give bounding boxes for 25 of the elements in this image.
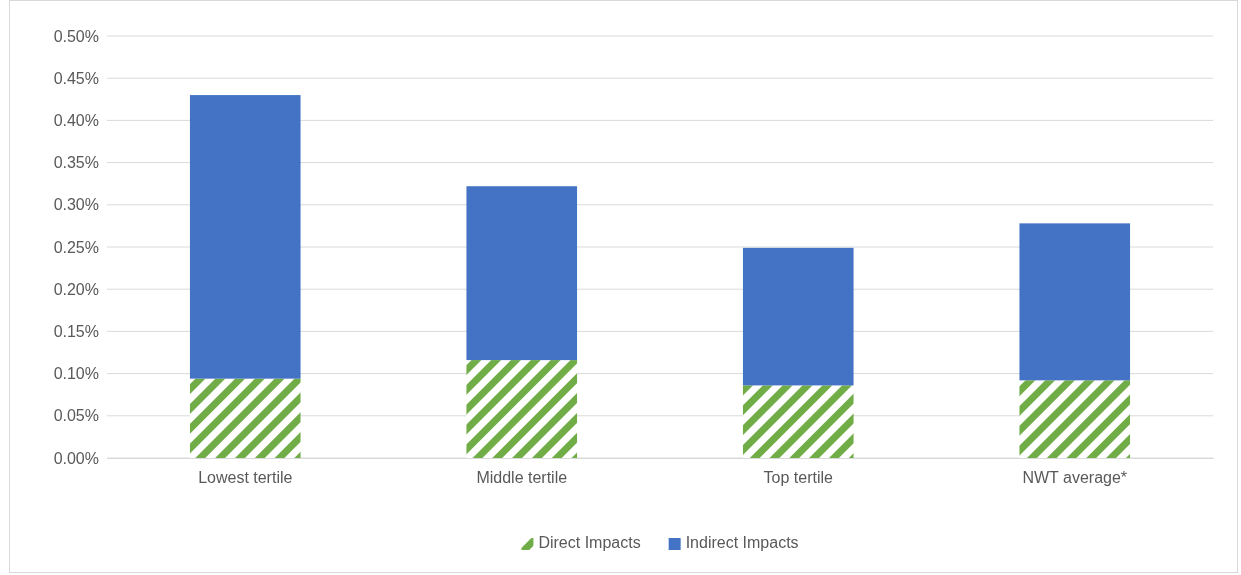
legend-label: Direct Impacts — [538, 534, 641, 551]
y-tick-label: 0.25% — [53, 238, 99, 256]
y-tick-label: 0.50% — [53, 27, 99, 45]
bar — [1019, 223, 1131, 381]
legend-label: Indirect Impacts — [685, 534, 799, 551]
y-tick-label: 0.20% — [53, 280, 99, 298]
x-tick-label: Lowest tertile — [198, 469, 293, 487]
x-tick-label: NWT average* — [1022, 469, 1128, 487]
bar — [466, 360, 578, 458]
y-tick-label: 0.15% — [53, 323, 99, 341]
bar — [189, 95, 301, 379]
y-tick-label: 0.40% — [53, 112, 99, 130]
bar — [742, 247, 854, 386]
y-tick-label: 0.45% — [53, 69, 99, 87]
bar — [1019, 380, 1131, 458]
x-tick-label: Middle tertile — [476, 469, 568, 487]
bar — [466, 186, 578, 361]
y-tick-label: 0.10% — [53, 365, 99, 383]
y-tick-label: 0.00% — [53, 449, 99, 467]
y-tick-label: 0.30% — [53, 196, 99, 214]
y-tick-label: 0.35% — [53, 154, 99, 172]
x-tick-label: Top tertile — [763, 469, 834, 487]
bar — [742, 385, 854, 458]
y-tick-label: 0.05% — [53, 407, 99, 425]
bar — [189, 378, 301, 458]
